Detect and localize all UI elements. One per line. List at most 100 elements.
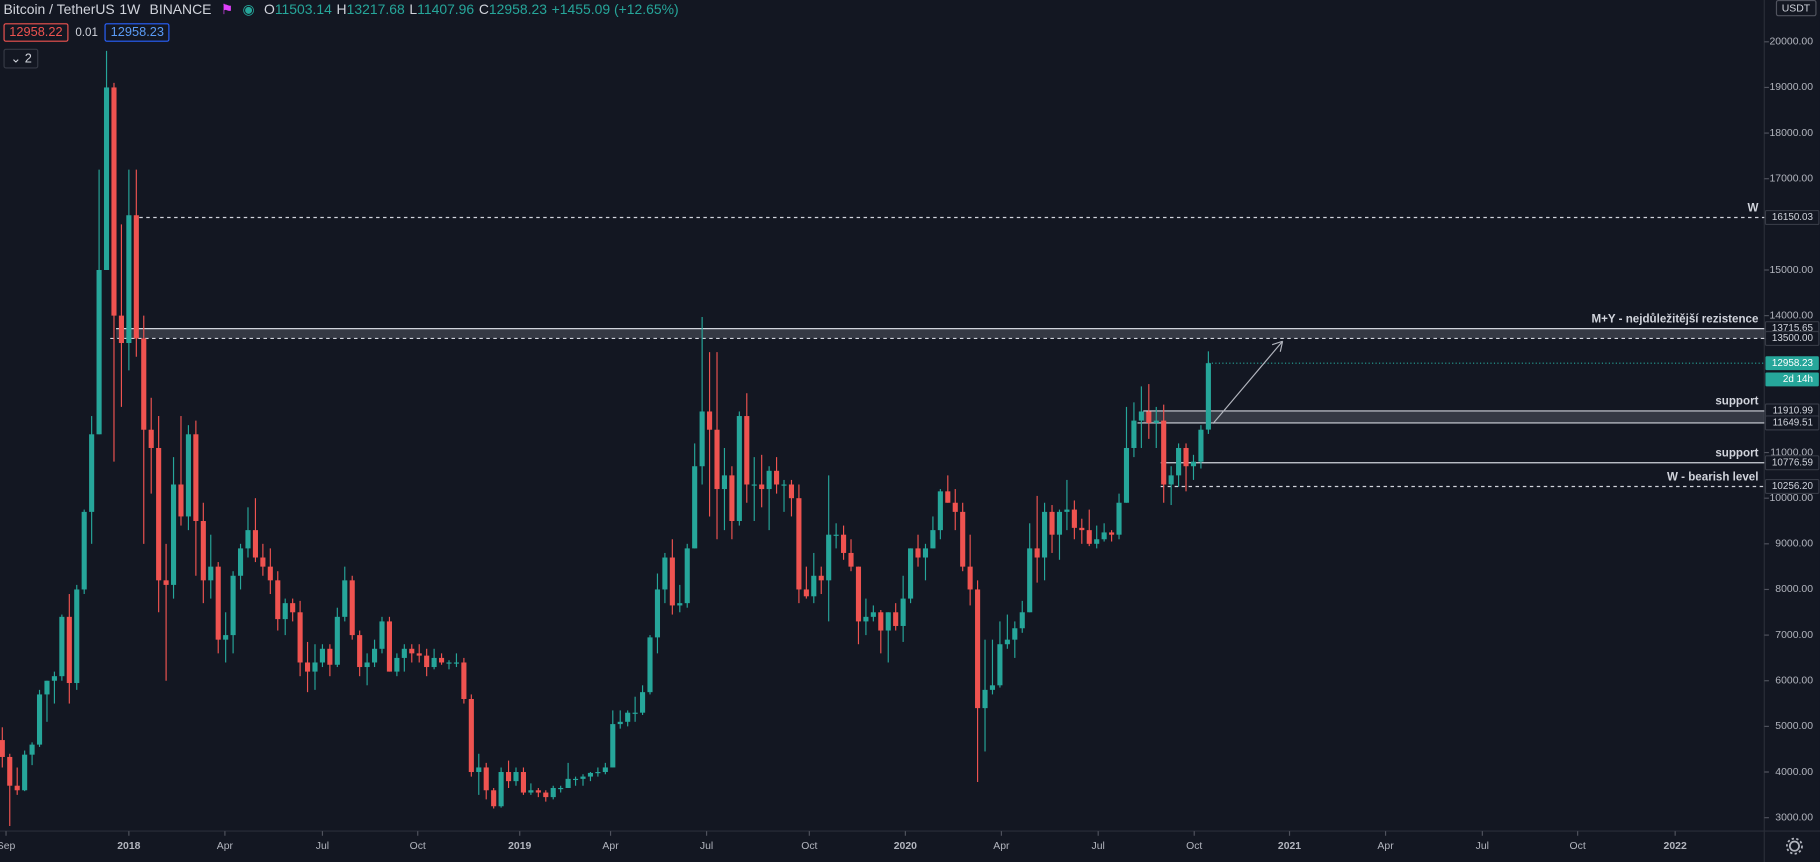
candle-body (1198, 429, 1204, 462)
price-tag: 12958.23 (1772, 358, 1814, 369)
candle-body (81, 511, 87, 590)
spread: 0.01 (75, 26, 98, 39)
y-tick-label: 20000.00 (1769, 37, 1813, 48)
candle-body (960, 511, 966, 567)
candle-body (275, 580, 281, 620)
candle-body (401, 648, 407, 658)
candle-body (975, 589, 981, 709)
exchange: BINANCE (149, 1, 212, 18)
candle-body (156, 447, 162, 581)
y-tick-label: 8000.00 (1775, 584, 1813, 595)
candle-body (602, 767, 608, 773)
candle-body (371, 648, 378, 663)
price-tag-bg (1764, 209, 1820, 226)
y-tick-label: 6000.00 (1775, 676, 1813, 687)
candle-body (550, 787, 556, 798)
candle-body (945, 491, 951, 503)
candle-body (625, 712, 631, 722)
candle-body (327, 648, 333, 665)
candle-body (863, 616, 869, 622)
candle-body (774, 470, 780, 485)
bid-button[interactable]: 12958.22 (3, 23, 69, 42)
candle-body (721, 475, 728, 490)
candle-body (684, 548, 690, 604)
candle-body (952, 502, 958, 512)
flag-icon[interactable]: ⚑ (220, 1, 234, 18)
candle-body (573, 778, 579, 781)
candle-body (304, 662, 311, 672)
open-value: 11503.14 (274, 1, 332, 18)
candle-body (982, 689, 988, 709)
indicators-toggle[interactable]: ⌄ 2 (3, 48, 39, 69)
candle-body (662, 557, 668, 590)
y-tick-label: 9000.00 (1775, 539, 1813, 550)
candle-body (29, 744, 35, 755)
candle-body (1042, 511, 1048, 558)
price-tag: 10776.59 (1772, 457, 1814, 468)
level-name: W - bearish level (1667, 470, 1759, 483)
candle-body (126, 215, 132, 344)
price-tag: 13715.65 (1772, 323, 1814, 334)
candle-body (461, 662, 467, 699)
candle-body (1176, 447, 1182, 476)
candle-body (7, 756, 13, 786)
symbol[interactable]: Bitcoin / TetherUS (3, 1, 115, 18)
candle-body (1079, 527, 1085, 531)
candle-body (468, 698, 474, 773)
x-tick-label: Apr (1377, 841, 1394, 852)
candle-body (1094, 539, 1100, 544)
ask-button[interactable]: 12958.23 (104, 23, 170, 42)
interval[interactable]: 1W (119, 1, 141, 18)
high-label: H (336, 1, 347, 18)
arrow-drawing (1212, 340, 1284, 425)
candle-body (185, 434, 191, 517)
candle-body (1116, 502, 1122, 535)
gear-teeth[interactable] (1786, 837, 1803, 855)
gear[interactable] (1788, 840, 1800, 852)
candle-body (89, 434, 95, 512)
x-tick-label: 2020 (894, 841, 917, 852)
status-dot: ◉ (242, 1, 255, 18)
candle-body (453, 662, 459, 664)
y-tick-label: 14000.00 (1769, 310, 1813, 321)
indicator-count: 2 (24, 52, 32, 67)
candle-body (1131, 420, 1137, 448)
zone-name: M+Y - nejdůležitější rezistence (1591, 312, 1759, 325)
currency[interactable]: USDT (1775, 0, 1816, 17)
candle-body (103, 87, 110, 270)
candle-body (811, 575, 817, 597)
candle-body (178, 484, 184, 517)
candle-body (632, 712, 638, 714)
x-tick-label: Jul (316, 841, 329, 852)
candle-body (1161, 420, 1167, 485)
candle-body (535, 790, 541, 793)
candle-body (252, 530, 258, 558)
open-label: O (263, 1, 275, 18)
settings-icon[interactable] (1786, 837, 1803, 855)
candle-body (267, 566, 273, 581)
candle-body (1183, 447, 1189, 467)
low-value: 11407.96 (417, 1, 475, 18)
candle-body (937, 491, 943, 531)
candle-body (1109, 532, 1115, 535)
candle-body (1019, 612, 1025, 629)
candle-body (826, 534, 832, 581)
candle-body (1086, 530, 1092, 544)
candle-body (744, 416, 750, 485)
candle-body (342, 580, 348, 617)
candle-body (565, 778, 571, 788)
candle-body (394, 657, 400, 672)
candle-body (148, 429, 154, 448)
level-name: W (1748, 201, 1759, 214)
candle-body (677, 603, 683, 606)
candle-body (997, 644, 1003, 686)
candle-body (855, 566, 862, 622)
legend-header: Bitcoin / TetherUS 1W BINANCE ⚑ ◉ O 1150… (3, 0, 683, 19)
candle-body (1146, 411, 1152, 423)
candle-body (930, 530, 936, 549)
candle-body (595, 772, 601, 774)
arrow-line (1212, 340, 1284, 425)
candle-body (1004, 639, 1010, 645)
x-tick-label: 2018 (117, 841, 140, 852)
